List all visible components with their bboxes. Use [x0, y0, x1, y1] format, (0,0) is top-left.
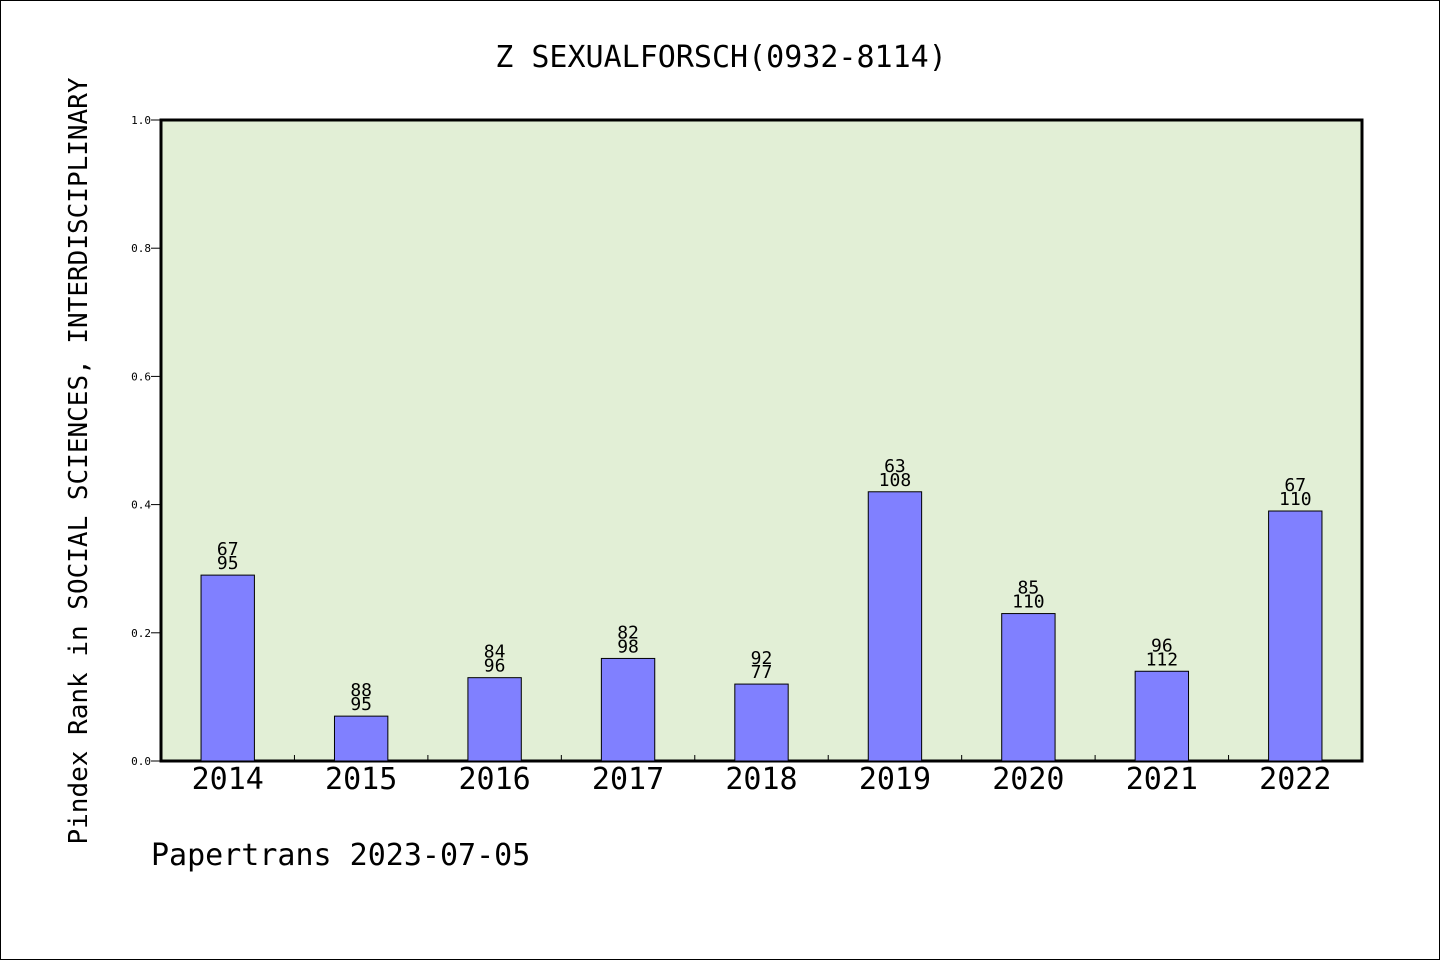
bar-rank-label: 88	[350, 680, 372, 701]
y-axis: 0.0 0.2 0.4 0.6 0.8 1.0	[131, 114, 161, 768]
bar-rank-label: 92	[751, 648, 773, 669]
x-tick-label: 2017	[592, 762, 664, 797]
y-tick-label: 1.0	[131, 114, 151, 127]
bar	[467, 677, 522, 762]
footer-credit: Papertrans 2023-07-05	[151, 838, 530, 873]
x-tick-label: 2014	[192, 762, 264, 797]
bar	[867, 491, 923, 762]
bar-total-label: 98	[617, 636, 639, 657]
y-tick-label: 0.8	[131, 242, 151, 255]
x-tick-label: 2022	[1259, 762, 1331, 797]
y-tick-label: 0.0	[131, 755, 151, 768]
y-axis-label: Pindex Rank in SOCIAL SCIENCES, INTERDIS…	[64, 77, 94, 844]
bar-total-label: 108	[879, 470, 912, 491]
x-tick-label: 2020	[992, 762, 1064, 797]
bar-rank-label: 82	[617, 622, 639, 643]
x-tick-label: 2018	[725, 762, 797, 797]
y-tick-label: 0.4	[131, 499, 151, 512]
bar-total-label: 77	[751, 662, 773, 683]
chart-title: Z SEXUALFORSCH(0932-8114)	[495, 40, 947, 75]
bar-total-label: 95	[350, 694, 372, 715]
bar-rank-label: 85	[1018, 578, 1040, 599]
x-axis: 2014 2015 2016 2017 2018 2019 2020 2021 2022	[192, 755, 1331, 797]
bar-total-label: 95	[217, 553, 239, 574]
y-tick-label: 0.6	[131, 370, 151, 383]
x-tick-label: 2015	[325, 762, 397, 797]
bar	[1001, 613, 1056, 762]
bar	[333, 715, 389, 762]
plot-area	[159, 118, 1364, 763]
x-tick-label: 2019	[859, 762, 931, 797]
x-tick-label: 2021	[1126, 762, 1198, 797]
bar-rank-label: 84	[484, 642, 506, 663]
bar-total-label: 96	[484, 656, 506, 677]
bar	[600, 657, 656, 762]
bar-total-label: 110	[1012, 592, 1045, 613]
bar-rank-label: 63	[884, 456, 906, 477]
bar	[734, 683, 789, 762]
bar	[1134, 670, 1190, 762]
x-tick-label: 2016	[458, 762, 530, 797]
bar-total-label: 112	[1146, 649, 1179, 670]
bar-total-label: 110	[1279, 489, 1312, 510]
bar-rank-label: 67	[217, 539, 239, 560]
bar	[200, 574, 255, 762]
y-tick-label: 0.2	[131, 627, 151, 640]
bar	[1268, 510, 1323, 762]
bar-rank-label: 67	[1284, 475, 1306, 496]
bar-rank-label: 96	[1151, 635, 1173, 656]
